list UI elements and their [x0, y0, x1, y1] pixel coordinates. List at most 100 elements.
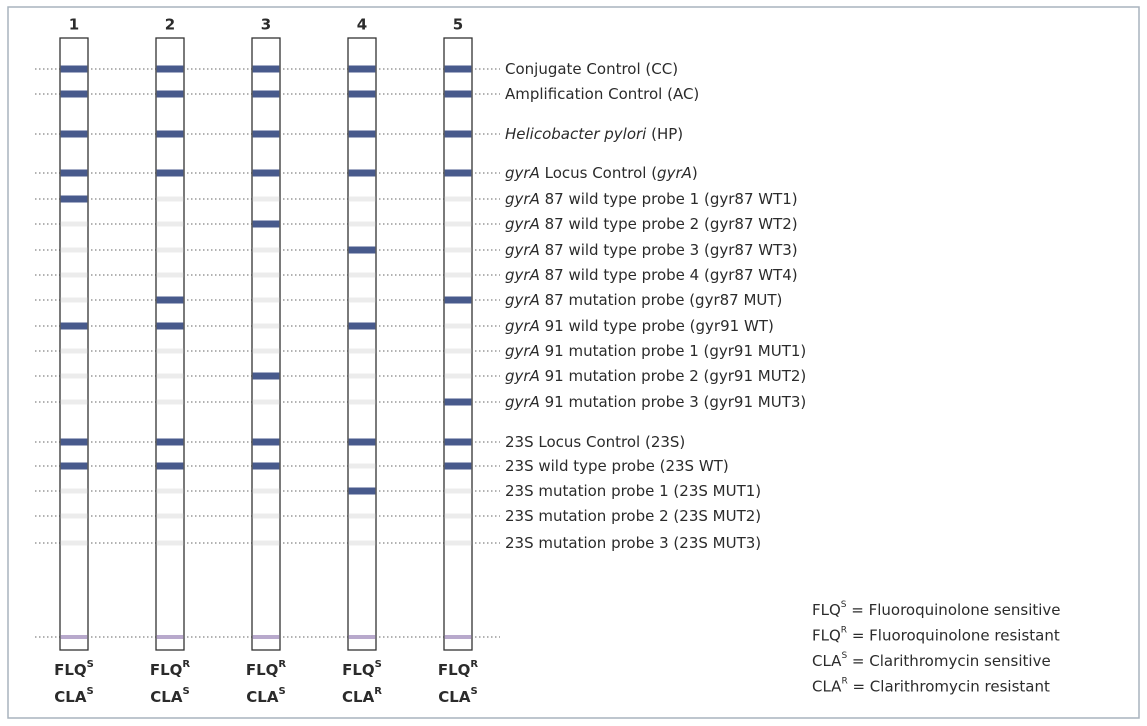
label-part: Locus Control (	[540, 164, 657, 182]
result-sup: R	[374, 686, 382, 697]
band	[60, 169, 88, 177]
band	[252, 462, 280, 470]
label-part: gyrA	[505, 164, 540, 182]
empty-band	[60, 348, 88, 354]
band	[444, 90, 472, 98]
band	[252, 90, 280, 98]
label-part: Conjugate Control (CC)	[505, 60, 678, 78]
label-part: gyrA	[505, 266, 540, 284]
strip-number: 3	[261, 16, 271, 34]
empty-band	[444, 272, 472, 278]
band	[60, 90, 88, 98]
band	[348, 487, 376, 495]
bottom-band	[252, 635, 280, 639]
empty-band	[60, 247, 88, 253]
band	[348, 130, 376, 138]
label-part: gyrA	[505, 342, 540, 360]
band	[252, 372, 280, 380]
empty-band	[60, 272, 88, 278]
band	[156, 322, 184, 330]
row-label: gyrA Locus Control (gyrA)	[505, 164, 698, 182]
legend-text: = Fluoroquinolone sensitive	[847, 601, 1061, 619]
legend-entry: CLAS = Clarithromycin sensitive	[812, 651, 1051, 670]
empty-band	[156, 540, 184, 546]
band	[156, 130, 184, 138]
result-base: FLQ	[246, 661, 279, 679]
band	[252, 65, 280, 73]
band	[60, 65, 88, 73]
band	[60, 130, 88, 138]
band	[444, 462, 472, 470]
band	[156, 462, 184, 470]
empty-band	[60, 221, 88, 227]
empty-band	[252, 540, 280, 546]
band	[156, 65, 184, 73]
legend-text: = Clarithromycin sensitive	[847, 652, 1051, 670]
row-label: gyrA 87 wild type probe 2 (gyr87 WT2)	[505, 215, 798, 233]
band	[252, 130, 280, 138]
bottom-band	[444, 635, 472, 639]
strip-result: FLQS	[54, 659, 94, 679]
row-label: gyrA 87 wild type probe 1 (gyr87 WT1)	[505, 190, 798, 208]
empty-band	[444, 373, 472, 379]
label-part: 87 wild type probe 1 (gyr87 WT1)	[540, 190, 798, 208]
legend-sup: S	[841, 651, 847, 661]
strip-result: CLAS	[54, 686, 93, 706]
band	[348, 246, 376, 254]
row-label: 23S Locus Control (23S)	[505, 433, 685, 451]
strip-number: 4	[357, 16, 367, 34]
label-part: gyrA	[505, 241, 540, 259]
band	[60, 322, 88, 330]
empty-band	[156, 488, 184, 494]
strip	[347, 37, 377, 651]
strip-result: CLAS	[438, 686, 477, 706]
empty-band	[156, 272, 184, 278]
band	[60, 195, 88, 203]
empty-band	[60, 297, 88, 303]
row-label: gyrA 91 mutation probe 3 (gyr91 MUT3)	[505, 393, 806, 411]
result-sup: R	[278, 659, 286, 670]
band	[348, 90, 376, 98]
empty-band	[60, 373, 88, 379]
label-part: gyrA	[505, 317, 540, 335]
empty-band	[252, 399, 280, 405]
row-label: Conjugate Control (CC)	[505, 60, 678, 78]
result-sup: S	[278, 686, 285, 697]
empty-band	[252, 348, 280, 354]
legend-entry: CLAR = Clarithromycin resistant	[812, 676, 1050, 695]
legend-sup: R	[841, 625, 847, 635]
bottom-band	[348, 635, 376, 639]
label-part: 91 mutation probe 1 (gyr91 MUT1)	[540, 342, 806, 360]
label-part: 87 mutation probe (gyr87 MUT)	[540, 291, 783, 309]
band	[252, 169, 280, 177]
label-part: gyrA	[505, 367, 540, 385]
row-label: 23S mutation probe 3 (23S MUT3)	[505, 534, 761, 552]
empty-band	[252, 513, 280, 519]
legend-text: = Clarithromycin resistant	[848, 677, 1050, 695]
label-part: gyrA	[505, 291, 540, 309]
legend-entry: FLQS = Fluoroquinolone sensitive	[812, 600, 1061, 619]
strip-result: CLAS	[246, 686, 285, 706]
empty-band	[444, 348, 472, 354]
label-part: gyrA	[505, 190, 540, 208]
empty-band	[156, 221, 184, 227]
band	[444, 438, 472, 446]
band	[156, 90, 184, 98]
band	[252, 438, 280, 446]
empty-band	[252, 247, 280, 253]
label-part: Helicobacter pylori	[505, 125, 647, 143]
empty-band	[60, 488, 88, 494]
label-part: 23S Locus Control (23S)	[505, 433, 685, 451]
band	[252, 220, 280, 228]
legend-base: CLA	[812, 677, 842, 695]
empty-band	[252, 196, 280, 202]
strip-result: FLQS	[342, 659, 382, 679]
result-base: CLA	[342, 688, 375, 706]
empty-band	[444, 513, 472, 519]
label-part: )	[692, 164, 698, 182]
band	[348, 169, 376, 177]
row-label: 23S wild type probe (23S WT)	[505, 457, 729, 475]
empty-band	[156, 513, 184, 519]
band	[156, 169, 184, 177]
strip-result: CLAR	[342, 686, 382, 706]
